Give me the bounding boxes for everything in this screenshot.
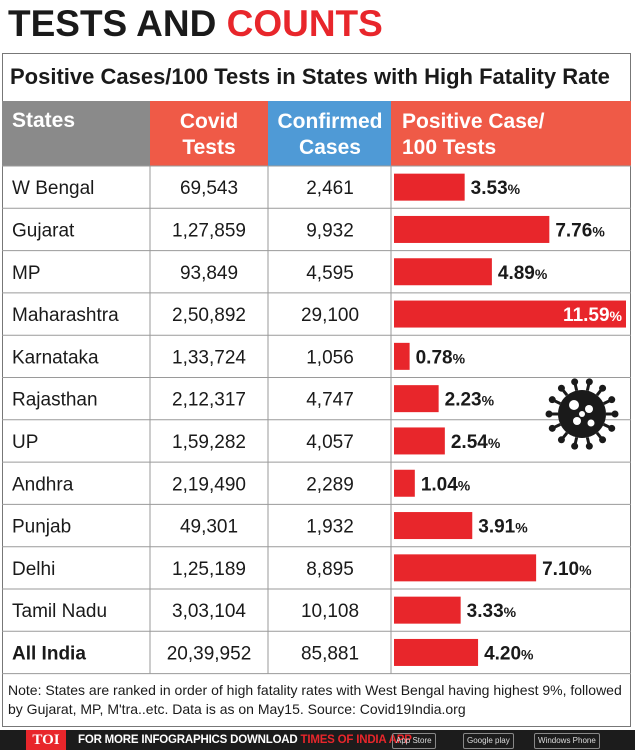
toi-logo: TOI xyxy=(26,730,66,750)
rate-label: 1.04% xyxy=(421,474,471,495)
percent-sign: % xyxy=(453,350,466,366)
rate-label: 3.33% xyxy=(467,601,517,622)
cases-value: 85,881 xyxy=(301,643,359,664)
percent-sign: % xyxy=(515,520,528,536)
tests-value: 69,543 xyxy=(180,178,238,199)
headline-part-1: TESTS AND xyxy=(8,3,227,44)
rate-bar xyxy=(394,469,415,497)
tests-value: 3,03,104 xyxy=(172,601,246,622)
tests-value: 2,50,892 xyxy=(172,305,246,326)
virus-icon xyxy=(545,378,619,450)
rate-bar xyxy=(394,173,465,201)
column-header-4: Positive Case/100 Tests xyxy=(402,110,545,159)
percent-sign: % xyxy=(504,604,517,620)
header-cell-3 xyxy=(268,101,391,166)
state-label: Punjab xyxy=(12,517,71,538)
state-label: Maharashtra xyxy=(12,305,119,326)
header-cell-1 xyxy=(2,101,150,166)
percent-sign: % xyxy=(458,477,471,493)
tests-value: 1,59,282 xyxy=(172,432,246,453)
rate-bar xyxy=(394,427,445,455)
cases-value: 2,461 xyxy=(306,178,354,199)
state-label: Rajasthan xyxy=(12,390,98,411)
footer-message-prefix: FOR MORE INFOGRAPHICS DOWNLOAD xyxy=(78,734,301,746)
cases-value: 4,057 xyxy=(306,432,354,453)
state-label: MP xyxy=(12,263,41,284)
footer-bar: TOI FOR MORE INFOGRAPHICS DOWNLOAD TIMES… xyxy=(0,730,635,750)
windows-phone-badge[interactable]: Windows Phone xyxy=(534,733,600,749)
rate-label: 7.10% xyxy=(542,559,592,580)
rate-bar xyxy=(394,638,479,666)
tests-value: 2,12,317 xyxy=(172,390,246,411)
rate-label: 3.91% xyxy=(478,517,528,538)
tests-value: 1,33,724 xyxy=(172,347,246,368)
rate-label: 7.76% xyxy=(555,220,605,241)
chart-title: Positive Cases/100 Tests in States with … xyxy=(10,64,610,89)
column-header-3: Confirmed Cases xyxy=(278,110,383,159)
percent-sign: % xyxy=(579,562,592,578)
tests-value: 93,849 xyxy=(180,263,238,284)
footer-message-brand: TIMES OF INDIA APP xyxy=(300,734,412,746)
rate-bar xyxy=(394,596,461,624)
rate-bar xyxy=(394,554,537,582)
percent-sign: % xyxy=(592,223,605,239)
cases-value: 1,056 xyxy=(306,347,354,368)
tests-value: 20,39,952 xyxy=(167,643,252,664)
table-frame xyxy=(2,53,631,727)
rate-label: 0.78% xyxy=(416,347,466,368)
header-cell-2 xyxy=(150,101,268,166)
rate-label: 2.23% xyxy=(445,390,495,411)
headline-part-2: COUNTS xyxy=(226,3,383,44)
cases-value: 8,895 xyxy=(306,559,354,580)
tests-value: 49,301 xyxy=(180,517,238,538)
footnote: Note: States are ranked in order of high… xyxy=(8,682,622,717)
app-store-badge[interactable]: App Store xyxy=(392,733,436,749)
cases-value: 9,932 xyxy=(306,220,354,241)
rate-bar xyxy=(394,258,492,286)
cases-value: 10,108 xyxy=(301,601,359,622)
state-label: UP xyxy=(12,432,38,453)
state-label: Tamil Nadu xyxy=(12,601,107,622)
rate-label: 2.54% xyxy=(451,432,501,453)
tests-value: 1,25,189 xyxy=(172,559,246,580)
state-label: Karnataka xyxy=(12,347,99,368)
footer-message: FOR MORE INFOGRAPHICS DOWNLOAD TIMES OF … xyxy=(78,730,412,750)
cases-value: 29,100 xyxy=(301,305,359,326)
percent-sign: % xyxy=(482,393,495,409)
cases-value: 1,932 xyxy=(306,517,354,538)
column-header-2: Covid Tests xyxy=(180,110,238,159)
percent-sign: % xyxy=(521,646,534,662)
rate-label: 4.89% xyxy=(498,263,548,284)
percent-sign: % xyxy=(610,308,623,324)
state-label: Gujarat xyxy=(12,220,75,241)
tests-value: 2,19,490 xyxy=(172,474,246,495)
headline: TESTS AND COUNTS xyxy=(8,2,383,46)
rate-bar xyxy=(394,300,626,328)
cases-value: 4,595 xyxy=(306,263,354,284)
rate-label: 11.59% xyxy=(563,305,623,326)
rate-bar xyxy=(394,512,473,540)
cases-value: 2,289 xyxy=(306,474,354,495)
rate-label: 3.53% xyxy=(471,178,521,199)
tests-value: 1,27,859 xyxy=(172,220,246,241)
rate-label: 4.20% xyxy=(484,643,534,664)
data-table: States Covid Tests Confirmed Cases Positive C… xyxy=(2,101,631,675)
cases-value: 4,747 xyxy=(306,390,354,411)
state-label: Andhra xyxy=(12,474,74,495)
header-cell-4 xyxy=(391,101,631,166)
state-label: Delhi xyxy=(12,559,55,580)
rate-bar xyxy=(394,215,550,243)
percent-sign: % xyxy=(535,266,548,282)
state-label: W Bengal xyxy=(12,178,94,199)
rate-bar xyxy=(394,342,410,370)
rate-bar xyxy=(394,385,439,413)
state-label: All India xyxy=(12,643,86,664)
percent-sign: % xyxy=(508,181,521,197)
column-header-1: States xyxy=(12,109,75,132)
percent-sign: % xyxy=(488,435,501,451)
google-play-badge[interactable]: Google play xyxy=(463,733,514,749)
